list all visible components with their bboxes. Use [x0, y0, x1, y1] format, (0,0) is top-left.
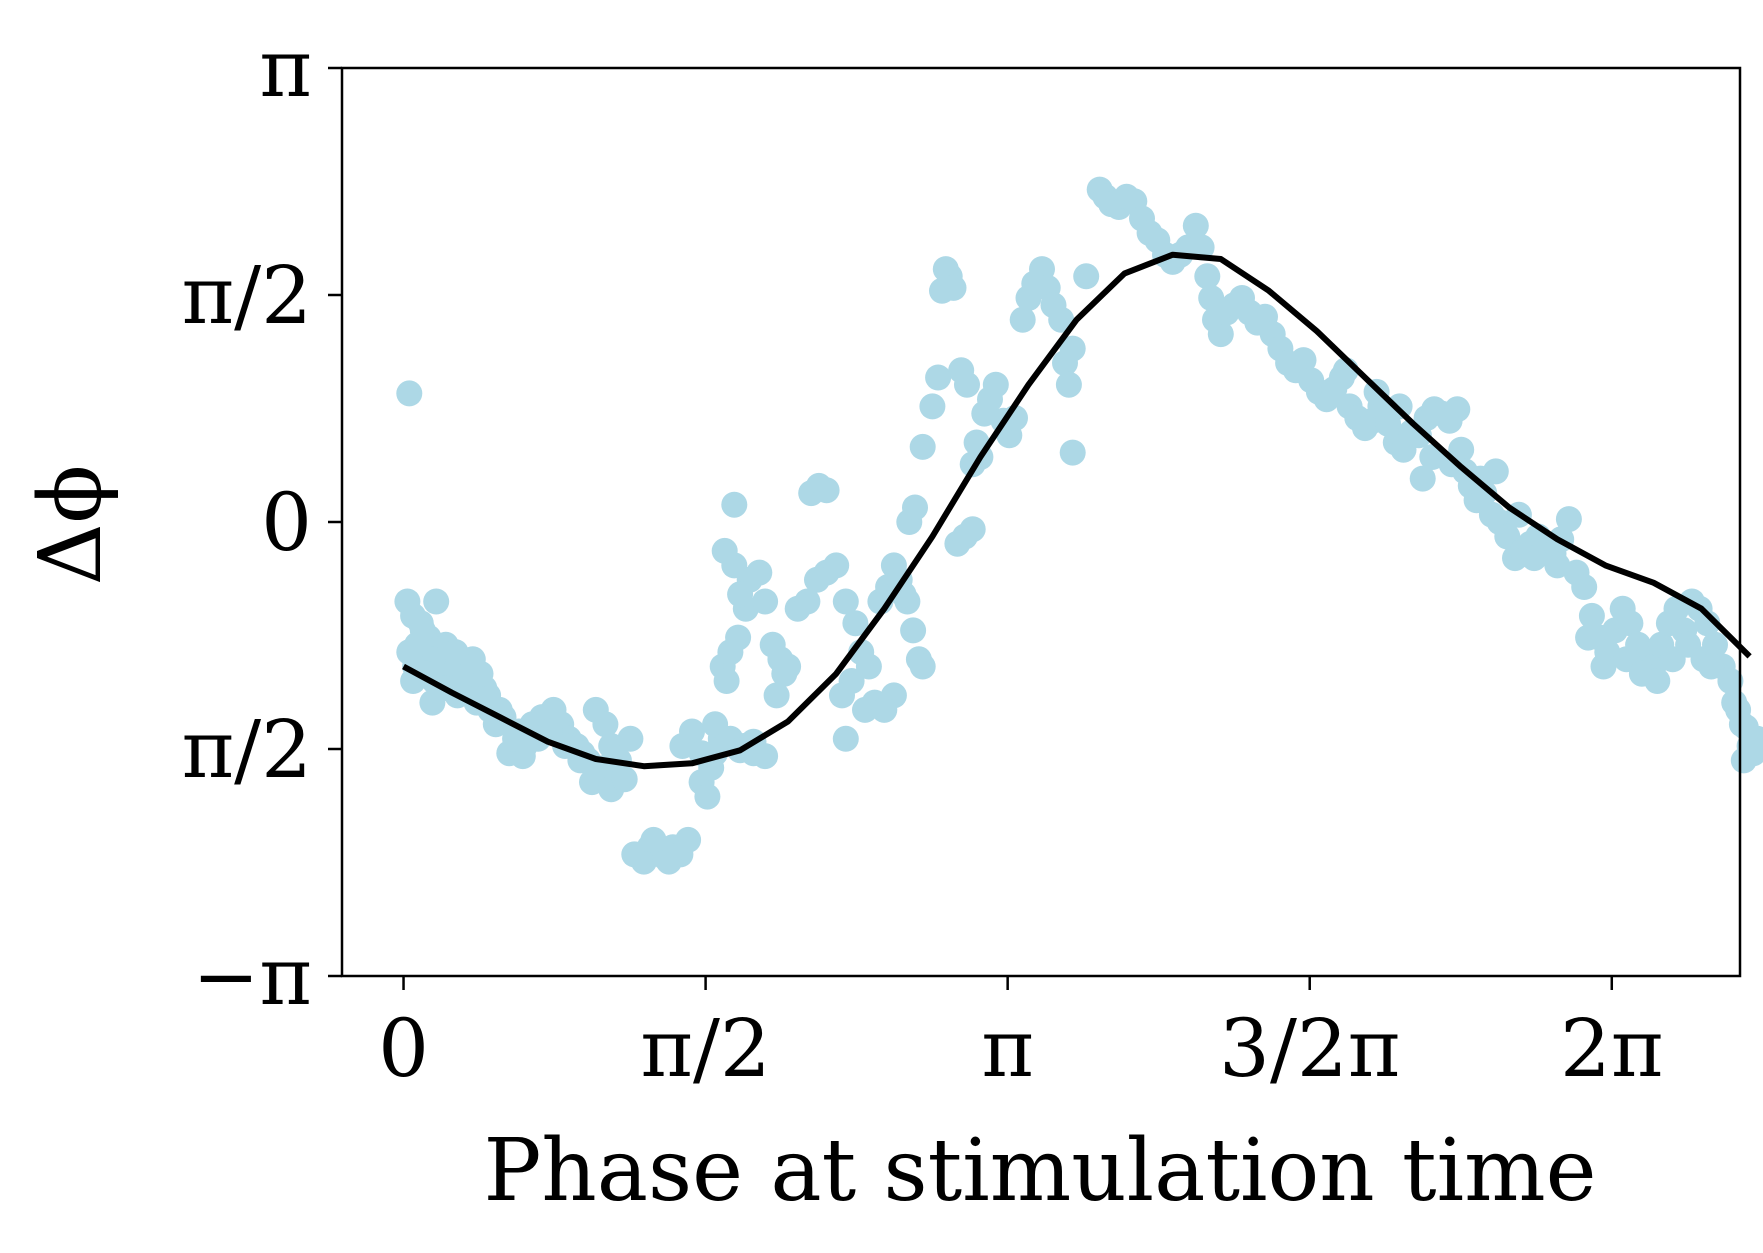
scatter-point	[1730, 747, 1757, 774]
scatter-point	[1575, 624, 1602, 651]
scatter-point	[832, 725, 859, 752]
scatter-point	[1182, 212, 1209, 239]
scatter-point	[1744, 725, 1763, 752]
scatter-point	[959, 516, 986, 543]
y-axis-label: Δϕ	[21, 465, 121, 586]
scatter-point	[855, 653, 882, 680]
scatter-point	[1290, 347, 1317, 374]
fit-line-series	[402, 251, 1752, 770]
scatter-point	[721, 491, 748, 518]
scatter-point	[694, 783, 721, 810]
scatter-point	[1698, 653, 1725, 680]
scatter-point	[1194, 263, 1221, 290]
scatter-point	[746, 559, 773, 586]
scatter-point	[1578, 602, 1605, 629]
scatter-point	[725, 624, 752, 651]
scatter-point	[1644, 668, 1671, 694]
scatter-point	[1059, 439, 1086, 466]
scatter-point	[675, 826, 702, 853]
scatter-point	[919, 393, 946, 420]
scatter-point	[900, 617, 927, 644]
scatter-point	[1009, 306, 1036, 333]
scatter-point	[775, 653, 802, 680]
x-tick-label: 0	[378, 1002, 429, 1095]
scatter-point	[871, 696, 898, 723]
scatter-point	[1482, 458, 1509, 485]
scatter-point	[655, 848, 682, 875]
scatter-point	[909, 433, 936, 460]
scatter-point	[640, 826, 667, 853]
y-tick-label: π/2	[182, 249, 312, 342]
x-axis-label: Phase at stimulation time	[483, 1121, 1596, 1221]
scatter-point	[502, 725, 529, 752]
scatter-point	[404, 631, 430, 658]
scatter-point	[475, 682, 502, 709]
scatter-point	[1073, 263, 1100, 290]
scatter-point	[1555, 506, 1582, 533]
y-tick-label: π	[259, 22, 312, 115]
y-axis-ticks: −π π/2 0 π/2 π	[182, 22, 342, 1023]
scatter-point	[752, 743, 779, 770]
scatter-point	[713, 668, 740, 694]
y-tick-label: π/2	[182, 703, 312, 796]
scatter-point	[1544, 552, 1571, 579]
scatter-point	[407, 610, 434, 637]
scatter-point	[1717, 668, 1744, 694]
scatter-point	[711, 537, 738, 564]
scatter-point	[1048, 306, 1075, 333]
y-tick-label: −π	[192, 930, 312, 1023]
scatter-point	[909, 653, 936, 680]
x-tick-label: 3/2π	[1219, 1002, 1400, 1095]
scatter-point	[679, 718, 705, 745]
scatter-point	[1059, 335, 1086, 362]
scatter-point	[940, 274, 967, 301]
scatter-point	[1444, 396, 1471, 423]
fit-line	[402, 251, 1752, 770]
scatter-point	[823, 552, 850, 579]
scatter-point	[396, 380, 423, 407]
x-tick-label: 2π	[1560, 1002, 1663, 1095]
scatter-point	[842, 610, 869, 637]
scatter-point	[1521, 545, 1548, 572]
scatter-point	[752, 588, 779, 615]
scatter-point	[1571, 574, 1598, 600]
scatter-point	[592, 711, 619, 738]
x-tick-label: π	[981, 1002, 1034, 1095]
x-tick-label: π/2	[640, 1002, 770, 1095]
scatter-point	[1438, 451, 1465, 478]
scatter-point	[829, 682, 855, 709]
scatter-point	[1207, 321, 1234, 348]
x-axis-ticks: 0 π/2 π 3/2π 2π	[378, 976, 1664, 1095]
scatter-point	[727, 581, 754, 608]
scatter-point	[1590, 653, 1617, 680]
scatter-point	[763, 682, 790, 709]
y-tick-label: 0	[261, 476, 312, 569]
scatter-point	[1409, 465, 1436, 492]
scatter-point	[813, 477, 840, 504]
scatter-point	[902, 494, 928, 521]
scatter-point	[925, 364, 952, 391]
scatter-point	[1055, 371, 1082, 398]
scatter-point	[423, 588, 450, 615]
scatter-point	[1617, 610, 1644, 637]
scatter-point	[954, 371, 980, 398]
scatter-point	[832, 588, 859, 615]
scatter-point	[982, 371, 1009, 398]
scatter-point	[794, 588, 821, 615]
scatter-point	[617, 725, 644, 752]
